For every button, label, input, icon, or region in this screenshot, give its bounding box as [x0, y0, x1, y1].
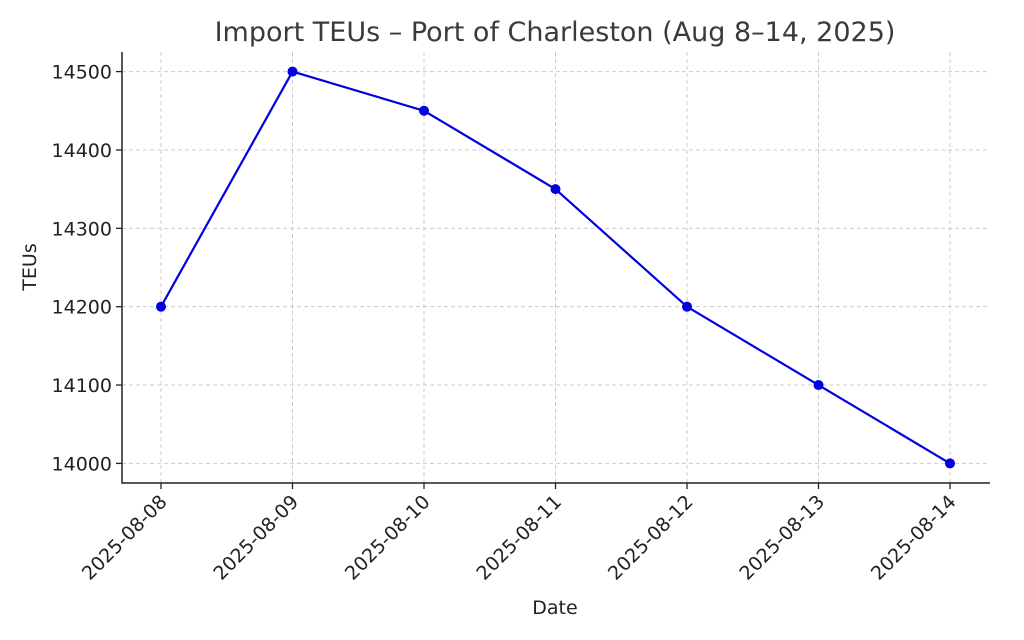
y-tick-label: 14200: [52, 297, 112, 319]
y-tick-label: 14400: [52, 140, 112, 162]
grid: [122, 52, 990, 483]
tick-labels: 2025-08-08 2025-08-09 2025-08-10 2025-08-11…: [52, 62, 961, 585]
x-tick-label: 2025-08-14: [867, 491, 961, 585]
y-axis-label: TEUs: [19, 243, 41, 291]
y-tick-label: 14000: [52, 453, 112, 475]
x-tick-label: 2025-08-13: [735, 491, 829, 585]
data-point: [550, 184, 561, 195]
data-point: [287, 66, 298, 77]
x-tick-label: 2025-08-08: [78, 491, 172, 585]
x-axis-label: Date: [532, 597, 577, 619]
y-tick-label: 14300: [52, 218, 112, 240]
data-point: [156, 301, 166, 312]
x-tick-label: 2025-08-10: [341, 491, 435, 585]
y-tick-label: 14500: [52, 62, 112, 84]
axis-spines: [121, 52, 990, 484]
data-point: [682, 301, 692, 312]
x-tick-label: 2025-08-12: [604, 491, 698, 585]
x-tick-label: 2025-08-11: [472, 491, 566, 585]
x-tick-label: 2025-08-09: [209, 491, 303, 585]
data-point: [419, 105, 429, 116]
chart-title: Import TEUs – Port of Charleston (Aug 8–…: [215, 17, 896, 48]
y-tick-label: 14100: [52, 375, 112, 397]
axes: [116, 52, 990, 489]
series: [156, 66, 955, 469]
data-point: [813, 380, 824, 391]
data-point: [945, 458, 955, 469]
